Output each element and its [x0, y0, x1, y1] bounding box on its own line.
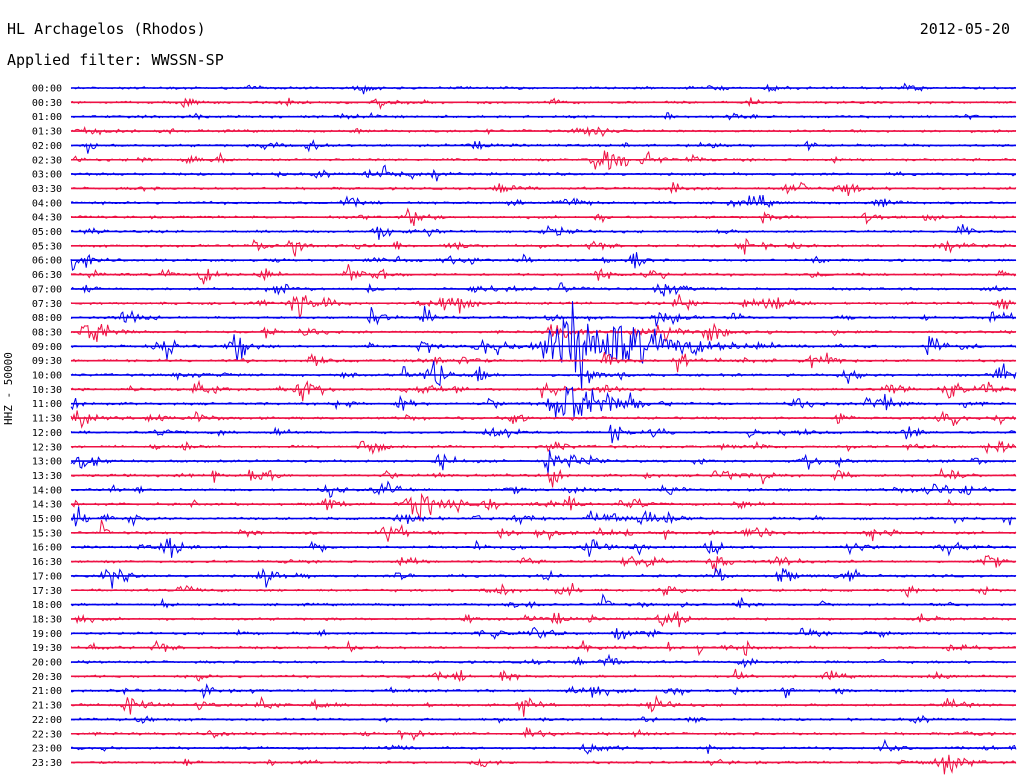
trace-0600 — [70, 252, 1017, 272]
trace-2000 — [70, 653, 1016, 669]
trace-0630 — [70, 264, 1017, 285]
row-time-label: 06:00 — [32, 256, 62, 267]
trace-0830 — [70, 322, 1017, 343]
row-time-label: 16:00 — [32, 543, 62, 554]
row-time-label: 22:30 — [32, 729, 62, 740]
row-time-label: 16:30 — [32, 557, 62, 568]
trace-1700 — [70, 567, 1017, 589]
trace-0000 — [70, 82, 1017, 95]
row-time-label: 18:30 — [32, 614, 62, 625]
row-time-label: 10:00 — [32, 371, 62, 382]
row-time-label: 23:00 — [32, 744, 62, 755]
row-time-label: 07:00 — [32, 284, 62, 295]
row-time-label: 18:00 — [32, 600, 62, 611]
row-time-label: 02:30 — [32, 155, 62, 166]
trace-2130 — [70, 694, 1017, 717]
trace-1000 — [70, 360, 1017, 387]
trace-1330 — [70, 467, 1017, 488]
row-time-label: 02:00 — [32, 141, 62, 152]
trace-1800 — [70, 593, 1017, 609]
trace-1030 — [70, 379, 1017, 402]
row-time-label: 22:00 — [32, 715, 62, 726]
filter-label: Applied filter: WWSSN-SP — [7, 51, 224, 69]
row-time-label: 05:00 — [32, 227, 62, 238]
trace-0200 — [70, 139, 1017, 154]
row-time-label: 05:30 — [32, 241, 62, 252]
trace-1200 — [70, 424, 1017, 444]
trace-1630 — [70, 555, 1017, 573]
row-time-label: 20:30 — [32, 672, 62, 683]
trace-0800 — [70, 305, 1017, 327]
row-time-label: 23:30 — [32, 758, 62, 769]
row-time-label: 10:30 — [32, 385, 62, 396]
row-time-label: 13:00 — [32, 457, 62, 468]
row-time-label: 04:00 — [32, 198, 62, 209]
trace-1500 — [70, 506, 1017, 527]
row-time-label: 13:30 — [32, 471, 62, 482]
row-time-label: 15:30 — [32, 528, 62, 539]
row-time-label: 04:30 — [32, 213, 62, 224]
trace-0730 — [70, 294, 1017, 319]
date-label: 2012-05-20 — [919, 20, 1010, 38]
row-time-label: 12:30 — [32, 442, 62, 453]
row-time-label: 20:00 — [32, 658, 62, 669]
row-time-label: 08:00 — [32, 313, 62, 324]
station-title: HL Archagelos (Rhodos) — [7, 20, 206, 38]
row-time-label: 12:00 — [32, 428, 62, 439]
row-time-label: 08:30 — [32, 327, 62, 338]
row-time-label: 14:00 — [32, 485, 62, 496]
row-time-label: 07:30 — [32, 299, 62, 310]
row-time-label: 01:30 — [32, 127, 62, 138]
row-time-label: 11:00 — [32, 399, 62, 410]
row-time-label: 21:30 — [32, 701, 62, 712]
row-time-label: 17:30 — [32, 586, 62, 597]
row-time-label: 21:00 — [32, 686, 62, 697]
trace-0400 — [70, 195, 1017, 209]
row-time-label: 00:30 — [32, 98, 62, 109]
trace-2300 — [70, 738, 1017, 755]
row-time-label: 19:00 — [32, 629, 62, 640]
row-time-label: 03:30 — [32, 184, 62, 195]
trace-0530 — [70, 237, 1017, 257]
trace-2330 — [70, 754, 1017, 775]
row-time-label: 06:30 — [32, 270, 62, 281]
trace-2030 — [70, 668, 1017, 683]
row-time-label: 15:00 — [32, 514, 62, 525]
row-time-label: 11:30 — [32, 414, 62, 425]
row-time-label: 03:00 — [32, 170, 62, 181]
row-time-label: 17:00 — [32, 571, 62, 582]
trace-1100 — [70, 386, 1017, 418]
trace-1300 — [70, 450, 1017, 474]
row-time-label: 14:30 — [32, 500, 62, 511]
row-time-label: 01:00 — [32, 112, 62, 123]
row-time-label: 09:00 — [32, 342, 62, 353]
row-time-label: 00:00 — [32, 84, 62, 95]
row-time-label: 19:30 — [32, 643, 62, 654]
trace-1530 — [70, 519, 1017, 542]
row-time-label: 09:30 — [32, 356, 62, 367]
